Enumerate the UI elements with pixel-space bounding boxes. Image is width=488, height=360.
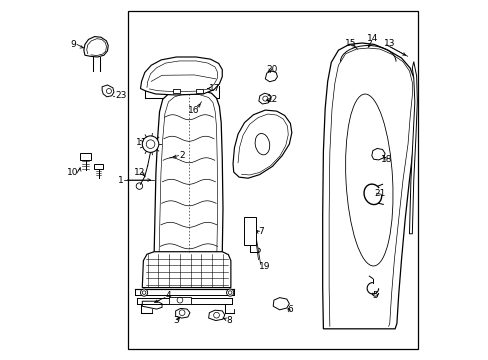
- Circle shape: [140, 289, 147, 296]
- Text: 9: 9: [70, 40, 76, 49]
- Text: 21: 21: [373, 189, 385, 198]
- Bar: [128, 12, 418, 348]
- Bar: [196, 89, 203, 93]
- Polygon shape: [83, 37, 108, 57]
- FancyBboxPatch shape: [94, 164, 102, 169]
- Text: 17: 17: [209, 84, 221, 93]
- Text: 12: 12: [133, 168, 145, 177]
- Text: 1: 1: [118, 176, 123, 185]
- Bar: [169, 297, 190, 304]
- Polygon shape: [322, 43, 415, 329]
- Circle shape: [142, 291, 145, 294]
- Text: 19: 19: [258, 262, 269, 271]
- Polygon shape: [233, 110, 291, 178]
- Text: 20: 20: [265, 65, 277, 74]
- Text: 3: 3: [173, 316, 179, 325]
- Polygon shape: [154, 90, 223, 253]
- FancyBboxPatch shape: [80, 153, 91, 159]
- Text: 5: 5: [372, 291, 378, 300]
- Text: 15: 15: [344, 39, 355, 48]
- Text: 4: 4: [165, 291, 171, 300]
- Polygon shape: [408, 62, 416, 234]
- Text: 7: 7: [258, 227, 264, 236]
- Text: 2: 2: [179, 151, 185, 160]
- Text: 13: 13: [383, 39, 395, 48]
- Text: 18: 18: [380, 155, 392, 164]
- Bar: [244, 217, 255, 244]
- Bar: [172, 89, 180, 93]
- Text: 6: 6: [286, 305, 292, 314]
- Text: 10: 10: [67, 168, 79, 177]
- Text: 23: 23: [116, 91, 127, 100]
- Text: 8: 8: [226, 316, 231, 325]
- Text: 11: 11: [136, 138, 147, 147]
- Circle shape: [142, 136, 159, 152]
- Text: 16: 16: [187, 105, 199, 114]
- Polygon shape: [142, 252, 230, 288]
- Text: 14: 14: [366, 34, 378, 43]
- Text: 22: 22: [265, 95, 277, 104]
- Circle shape: [228, 291, 231, 294]
- Polygon shape: [140, 57, 222, 95]
- Circle shape: [226, 289, 233, 296]
